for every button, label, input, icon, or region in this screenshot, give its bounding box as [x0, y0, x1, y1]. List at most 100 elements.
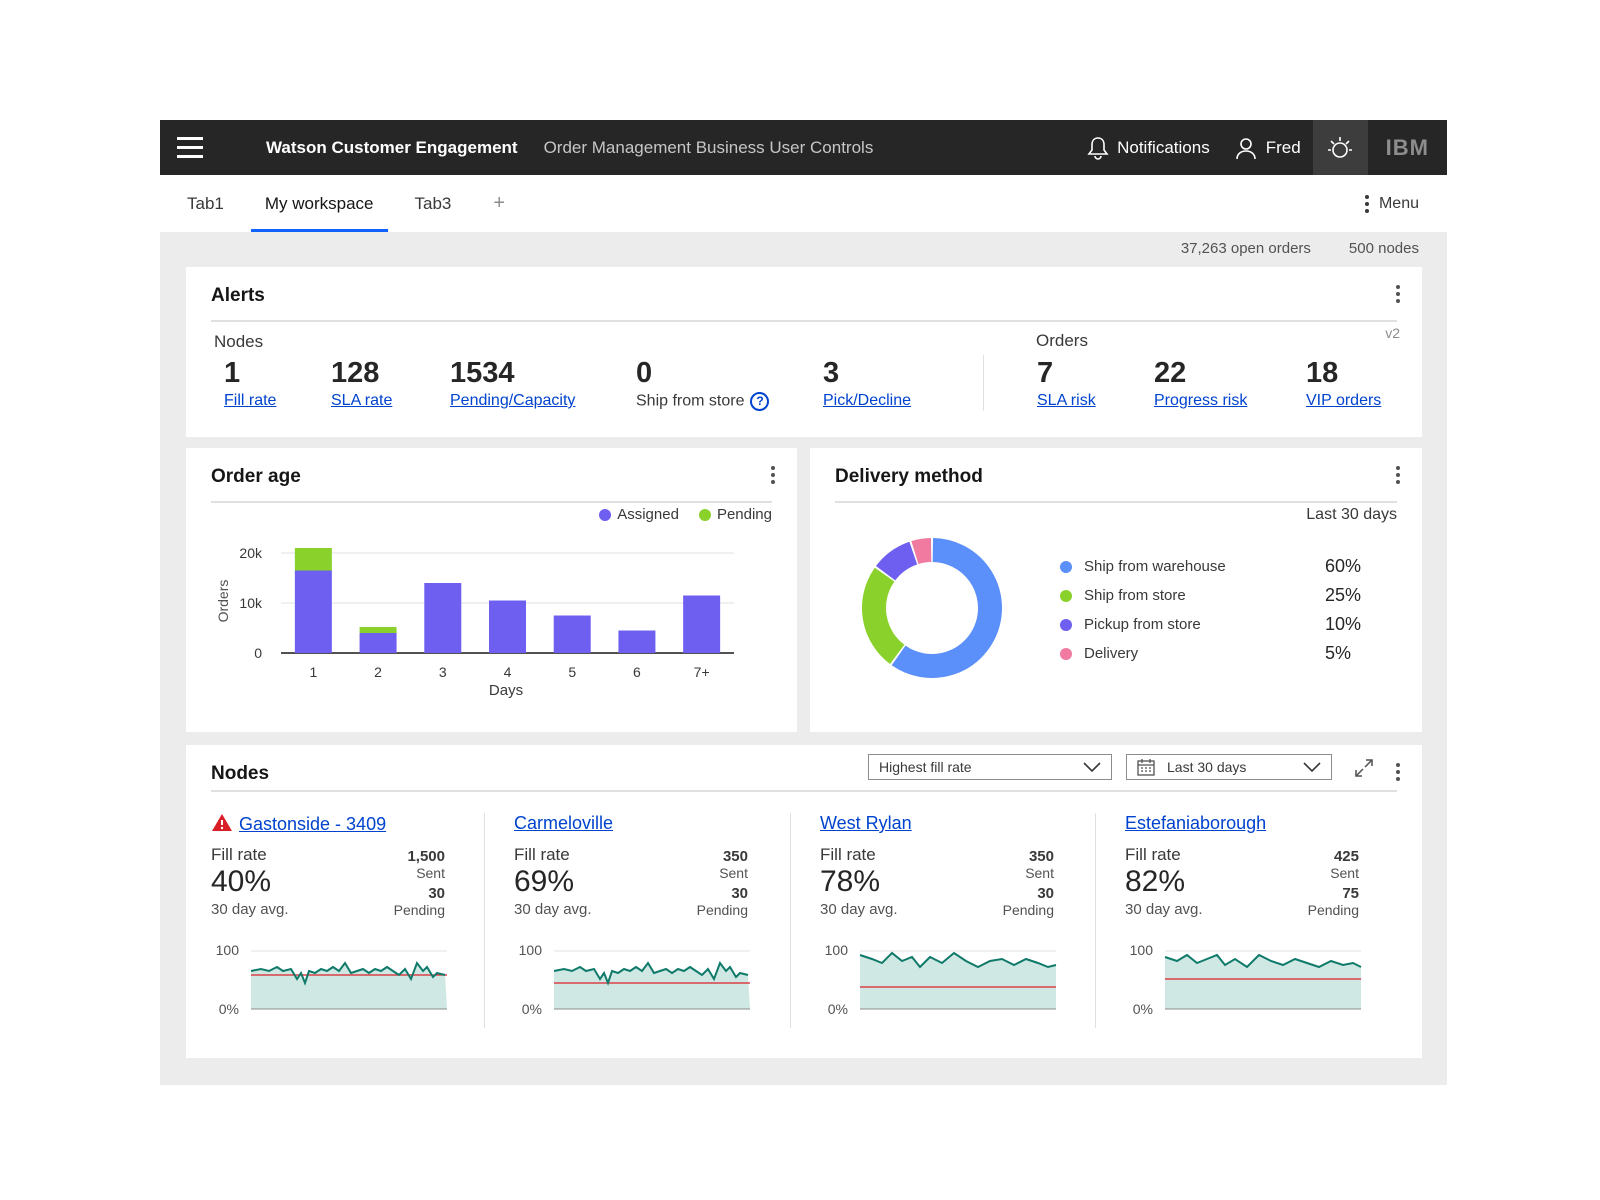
- donut-slice: [911, 538, 932, 565]
- app-subtitle: Order Management Business User Controls: [543, 137, 874, 157]
- spark-y-max-label: 100: [825, 942, 849, 958]
- spark-line: [553, 960, 749, 986]
- spark-y-min-label: 0%: [1133, 1001, 1153, 1017]
- spark-y-min-label: 0%: [219, 1001, 239, 1017]
- calendar-icon: [1137, 759, 1155, 776]
- metric-value: 18: [1306, 357, 1339, 389]
- pick-decline-link[interactable]: Pick/Decline: [823, 392, 912, 409]
- fill-rate-sparkline: 100 0%: [216, 942, 447, 1017]
- sort-select[interactable]: Highest fill rate: [868, 754, 1112, 780]
- x-tick-label: 1: [309, 664, 317, 680]
- tab-tab3[interactable]: Tab3: [414, 193, 452, 213]
- donut-slice: [862, 567, 905, 665]
- node-link[interactable]: West Rylan: [820, 813, 912, 833]
- delivery-pct: 60%: [1325, 556, 1362, 576]
- node-name: Gastonside - 3409: [239, 814, 387, 834]
- fill-rate-sparkline: 100 0%: [519, 942, 750, 1017]
- divider: [835, 501, 1397, 503]
- sla-risk-link[interactable]: SLA risk: [1037, 392, 1096, 409]
- chart-legend: Assigned Pending: [599, 506, 772, 523]
- fill-rate-value: 40%: [211, 865, 272, 898]
- nodes-title: Nodes: [211, 763, 270, 784]
- fill-rate-value: 69%: [514, 865, 575, 898]
- x-tick-label: 5: [568, 664, 576, 680]
- nodes-overflow-icon[interactable]: [1396, 763, 1400, 784]
- legend-swatch: [599, 508, 612, 521]
- spark-area: [1165, 955, 1361, 1009]
- user-menu-button[interactable]: Fred: [1222, 120, 1313, 175]
- node-link[interactable]: Estefaniaborough: [1125, 813, 1267, 833]
- y-tick-label: 10k: [239, 595, 263, 611]
- bar-assigned: [424, 583, 462, 653]
- tab-tab1[interactable]: Tab1: [187, 193, 224, 213]
- delivery-donut-chart: [862, 538, 1002, 678]
- vip-orders-link[interactable]: VIP orders: [1306, 392, 1382, 409]
- delivery-method-card: Delivery method Last 30 days Ship from w…: [810, 448, 1422, 732]
- y-tick-label: 0: [254, 645, 262, 661]
- sent-label: Sent: [719, 865, 748, 881]
- y-tick-label: 20k: [239, 545, 263, 561]
- sent-label: Sent: [1025, 865, 1054, 881]
- x-axis-title: Days: [489, 682, 523, 699]
- metric-pick-decline: 3 Pick/Decline: [823, 357, 911, 410]
- user-name: Fred: [1265, 137, 1301, 157]
- menu-icon[interactable]: [160, 120, 220, 175]
- top-bar: Watson Customer Engagement Order Managem…: [160, 120, 1447, 175]
- metric-pending-capacity: 1534 Pending/Capacity: [450, 357, 575, 410]
- orders-heading: Orders: [1036, 331, 1088, 350]
- menu-label: Menu: [1378, 194, 1419, 212]
- fill-rate-label: Fill rate: [514, 845, 570, 864]
- order-age-title: Order age: [211, 466, 301, 487]
- tab-my-workspace[interactable]: My workspace: [250, 175, 388, 232]
- x-tick-label: 2: [374, 664, 382, 680]
- spark-y-max-label: 100: [216, 942, 240, 958]
- tab-bar: Tab1 My workspace Tab3 + Menu: [160, 175, 1447, 232]
- delivery-pct: 10%: [1325, 614, 1362, 634]
- pending-label: Pending: [1002, 902, 1054, 918]
- summary-stats: 37,263 open orders 500 nodes: [1181, 240, 1419, 257]
- order-age-card: Order age Assigned Pending Orders Days 0…: [186, 448, 797, 732]
- bar-assigned: [489, 600, 526, 653]
- overflow-menu-icon: [1364, 194, 1369, 213]
- lightbulb-icon: [1328, 136, 1353, 158]
- help-icon[interactable]: ?: [750, 392, 770, 411]
- version-label: v2: [1385, 325, 1400, 341]
- notifications-label: Notifications: [1117, 137, 1210, 157]
- spark-area: [860, 953, 1056, 1009]
- spark-line: [250, 960, 446, 986]
- progress-risk-link[interactable]: Progress risk: [1154, 392, 1248, 409]
- add-tab-button[interactable]: +: [493, 192, 506, 214]
- sla-rate-link[interactable]: SLA rate: [331, 392, 393, 409]
- spark-line: [859, 951, 1057, 969]
- delivery-pct: 25%: [1325, 585, 1362, 605]
- expand-icon[interactable]: [1354, 758, 1374, 778]
- notifications-button[interactable]: Notifications: [1075, 120, 1222, 175]
- x-tick-label: 7+: [694, 664, 710, 680]
- spark-y-max-label: 100: [1130, 942, 1154, 958]
- menu-button[interactable]: Menu: [1364, 175, 1419, 232]
- metric-label: Ship from store?: [636, 392, 770, 411]
- chevron-down-icon: [1083, 762, 1101, 772]
- bar-assigned: [683, 595, 721, 653]
- legend-assigned: Assigned: [599, 506, 679, 523]
- delivery-row-delivery: Delivery 5%: [1060, 643, 1385, 664]
- node-link[interactable]: Carmeloville: [514, 813, 614, 833]
- sent-count: 1,500: [407, 848, 445, 865]
- node-link[interactable]: Gastonside - 3409: [211, 813, 386, 835]
- metric-fill-rate: 1 Fill rate: [224, 357, 276, 410]
- pending-count: 30: [428, 885, 445, 902]
- metric-ship-from-store: 0 Ship from store?: [636, 357, 770, 411]
- spark-y-max-label: 100: [519, 942, 543, 958]
- sent-count: 350: [1028, 848, 1054, 865]
- delivery-method-title: Delivery method: [835, 466, 983, 487]
- period-select[interactable]: Last 30 days: [1126, 754, 1332, 780]
- delivery-overflow-icon[interactable]: [1396, 466, 1400, 487]
- fill-rate-link[interactable]: Fill rate: [224, 392, 277, 409]
- sent-count: 350: [722, 848, 748, 865]
- alerts-overflow-icon[interactable]: [1396, 285, 1400, 306]
- fill-rate-label: Fill rate: [1125, 845, 1181, 864]
- pending-label: Pending: [1307, 902, 1359, 918]
- order-age-overflow-icon[interactable]: [771, 466, 775, 487]
- pending-capacity-link[interactable]: Pending/Capacity: [450, 392, 576, 409]
- lightbulb-button[interactable]: [1312, 120, 1368, 175]
